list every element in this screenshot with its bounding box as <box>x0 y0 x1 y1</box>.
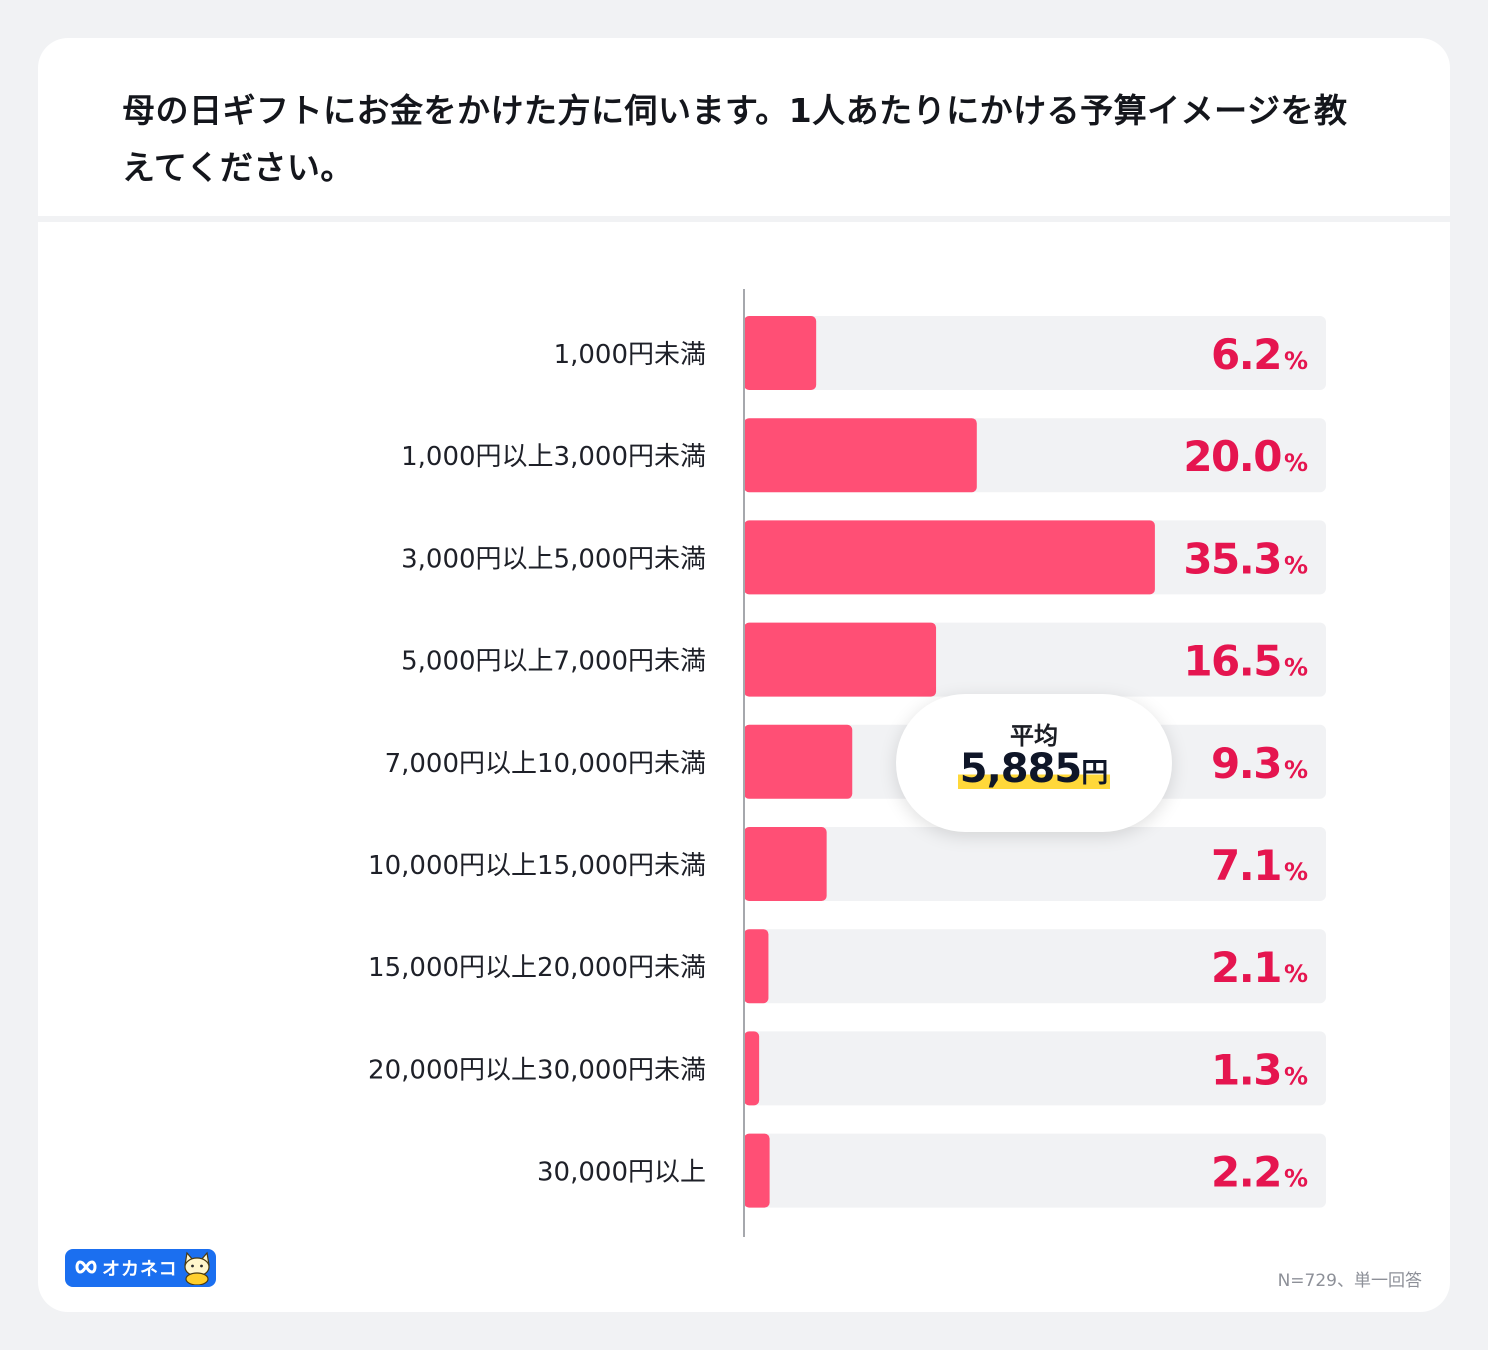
value-label: 16.5% <box>1183 637 1308 686</box>
title-divider <box>38 216 1450 222</box>
bar <box>744 1031 760 1106</box>
chart-title: 母の日ギフトにお金をかけた方に伺います。1人あたりにかける予算イメージを教えてく… <box>122 91 1348 187</box>
value-label: 6.2% <box>1211 330 1308 379</box>
bar <box>744 1133 770 1208</box>
sample-note: N=729、単一回答 <box>1277 1271 1422 1291</box>
value-label: 9.3% <box>1211 739 1308 788</box>
logo-text: オカネコ <box>102 1259 178 1280</box>
cat-mascot-icon <box>184 1251 210 1285</box>
bar-track <box>744 316 1326 390</box>
bar <box>744 520 1155 595</box>
category-label: 1,000円未満 <box>554 340 706 370</box>
average-value-highlight: 5,885円 <box>957 746 1111 792</box>
average-unit: 円 <box>1081 758 1109 789</box>
category-label: 1,000円以上3,000円未満 <box>401 442 706 472</box>
infinity-icon <box>75 1260 97 1274</box>
average-callout: 平均 5,885円 <box>896 694 1172 832</box>
bar <box>744 827 827 901</box>
category-label: 15,000円以上20,000円未満 <box>368 953 706 983</box>
bar-track <box>744 827 1326 901</box>
category-label: 3,000円以上5,000円未満 <box>401 544 706 574</box>
bar-track <box>744 1133 1326 1208</box>
value-label: 1.3% <box>1211 1045 1308 1094</box>
average-value: 5,885 <box>959 746 1083 792</box>
value-label: 7.1% <box>1211 841 1308 890</box>
chart-card: 母の日ギフトにお金をかけた方に伺います。1人あたりにかける予算イメージを教えてく… <box>38 38 1450 1312</box>
bar <box>744 418 977 493</box>
bar <box>744 316 817 390</box>
okaneco-logo: オカネコ <box>65 1249 216 1287</box>
category-label: 20,000円以上30,000円未満 <box>368 1055 706 1085</box>
category-label: 10,000円以上15,000円未満 <box>368 851 706 881</box>
value-label: 20.0% <box>1183 432 1308 481</box>
bar-chart: 1,000円未満 6.2 % 1,000円以上3,000円未満 20.0 % 3,000円以… <box>368 289 1326 1237</box>
bar-track <box>744 1031 1326 1106</box>
value-label: 2.2% <box>1211 1148 1308 1197</box>
category-label: 7,000円以上10,000円未満 <box>385 749 706 779</box>
bar-track <box>744 929 1326 1004</box>
value-label: 2.1% <box>1211 943 1308 992</box>
average-label: 平均 <box>1010 722 1058 750</box>
category-label: 30,000円以上 <box>537 1158 706 1188</box>
value-label: 35.3% <box>1183 534 1308 583</box>
bar <box>744 929 769 1004</box>
bar <box>744 724 853 799</box>
bar <box>744 622 937 697</box>
category-label: 5,000円以上7,000円未満 <box>401 647 706 677</box>
